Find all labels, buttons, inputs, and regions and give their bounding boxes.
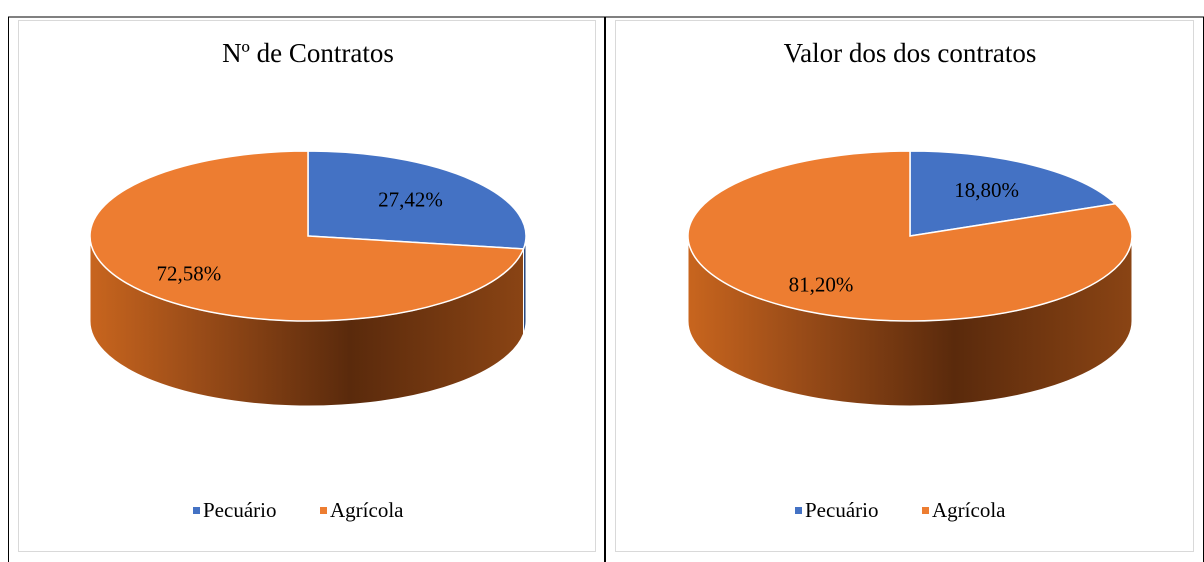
legend-swatch: [193, 507, 200, 514]
data-label: 72,58%: [157, 262, 222, 286]
legend-label: Pecuário: [805, 498, 878, 522]
chart-title: Nº de Contratos: [222, 38, 394, 68]
chart-frame: [18, 20, 596, 552]
legend-label: Agrícola: [932, 498, 1006, 522]
legend-label: Pecuário: [203, 498, 276, 522]
legend-swatch: [795, 507, 802, 514]
data-label: 18,80%: [954, 178, 1019, 202]
data-label: 81,20%: [789, 273, 854, 297]
pie-slice: [909, 150, 1118, 237]
pie-slice: [89, 150, 525, 322]
chart-frame: [615, 20, 1194, 552]
legend-swatch: [922, 507, 929, 514]
chart-title: Valor dos dos contratos: [784, 38, 1037, 68]
data-label: 27,42%: [378, 187, 443, 211]
pie-slice: [687, 150, 1133, 322]
legend-swatch: [320, 507, 327, 514]
pie-slice: [307, 150, 527, 250]
legend-label: Agrícola: [330, 498, 404, 522]
